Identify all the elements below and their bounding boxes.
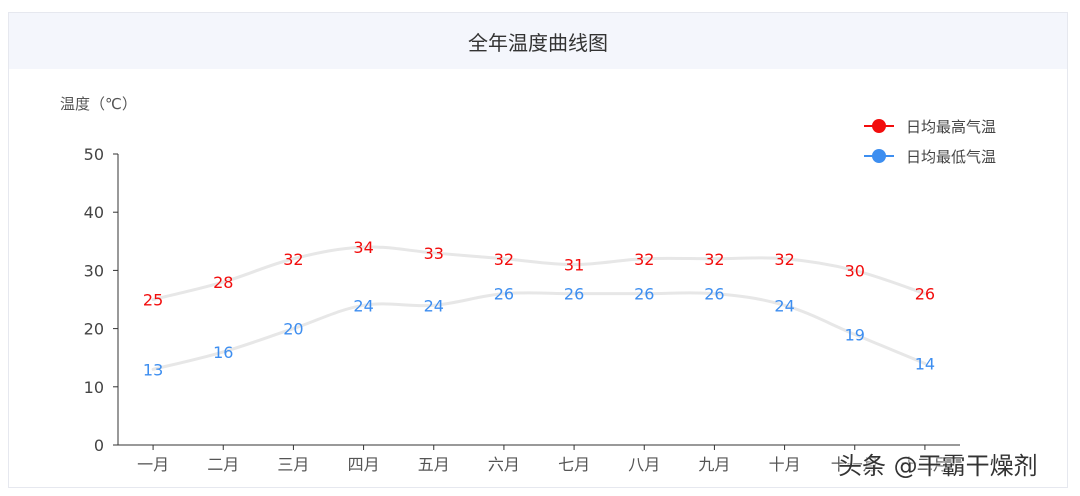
data-label: 34 (353, 238, 373, 257)
data-label: 14 (915, 355, 935, 374)
data-label: 31 (564, 256, 584, 275)
data-label: 26 (915, 285, 935, 304)
x-tick-label: 二月 (207, 455, 239, 474)
y-tick-label: 10 (84, 378, 104, 397)
legend-marker (872, 119, 886, 133)
x-tick-label: 十月 (769, 455, 801, 474)
x-tick-label: 十一月 (831, 455, 879, 474)
data-label: 16 (213, 343, 233, 362)
data-label: 26 (634, 285, 654, 304)
x-tick-label: 七月 (558, 455, 590, 474)
data-label: 25 (143, 291, 163, 310)
y-tick-label: 30 (84, 261, 104, 280)
data-label: 32 (704, 250, 724, 269)
x-tick-label: 四月 (348, 455, 380, 474)
data-label: 13 (143, 360, 163, 379)
legend-label: 日均最低气温 (906, 148, 996, 166)
chart-panel: 全年温度曲线图 (8, 12, 1068, 488)
data-label: 32 (283, 250, 303, 269)
x-tick-label: 八月 (628, 455, 660, 474)
y-tick-label: 40 (84, 203, 104, 222)
series-line-2 (151, 291, 927, 371)
data-label: 26 (704, 285, 724, 304)
data-label: 20 (283, 320, 303, 339)
data-label: 26 (564, 285, 584, 304)
legend-marker (872, 149, 886, 163)
y-tick-label: 20 (84, 320, 104, 339)
chart-title: 全年温度曲线图 (9, 13, 1067, 69)
data-label: 32 (494, 250, 514, 269)
legend-label: 日均最高气温 (906, 118, 996, 136)
series-line-1 (151, 245, 927, 301)
data-label: 24 (774, 296, 794, 315)
data-label: 32 (634, 250, 654, 269)
data-label: 26 (494, 285, 514, 304)
x-tick-label: 三月 (277, 455, 309, 474)
y-tick-label: 50 (84, 145, 104, 164)
y-tick-label: 0 (94, 436, 104, 455)
data-label: 33 (424, 244, 444, 263)
data-label: 24 (353, 296, 373, 315)
data-label: 28 (213, 273, 233, 292)
data-label: 30 (845, 261, 865, 280)
data-label: 32 (774, 250, 794, 269)
data-label: 24 (424, 296, 444, 315)
x-tick-label: 一月 (137, 455, 169, 474)
data-label: 19 (845, 325, 865, 344)
x-tick-label: 六月 (488, 455, 520, 474)
x-tick-label: 五月 (418, 455, 450, 474)
x-tick-label: 十二月 (901, 455, 949, 474)
y-axis-label: 温度（℃） (60, 95, 137, 113)
watermark: 头条 @干霸干燥剂 (838, 452, 1038, 480)
x-tick-label: 九月 (698, 455, 730, 474)
